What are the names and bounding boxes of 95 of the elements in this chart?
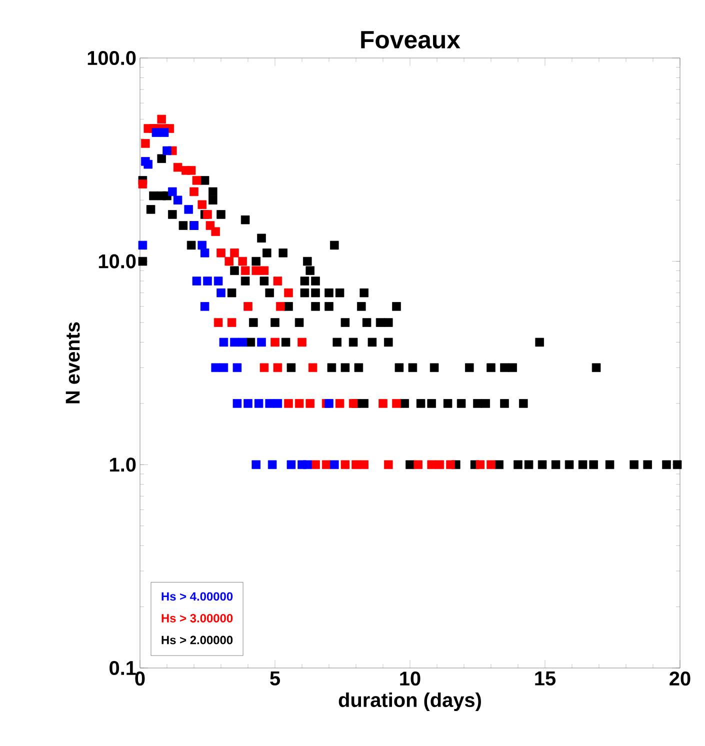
point [219, 338, 228, 347]
point [435, 460, 444, 470]
point [157, 114, 166, 124]
point [141, 139, 150, 148]
point [232, 363, 242, 372]
point [446, 460, 455, 470]
point [270, 338, 280, 347]
point [348, 399, 358, 408]
chart-title: Foveaux [361, 31, 460, 48]
point [273, 276, 282, 286]
point [200, 302, 210, 311]
point [186, 166, 196, 175]
point [238, 256, 247, 266]
point [260, 266, 269, 276]
point [340, 460, 350, 470]
y-tick-label: 0.1 [110, 660, 136, 676]
point [138, 180, 148, 188]
point [284, 399, 293, 408]
x-axis-title: duration (days) [338, 692, 481, 712]
point [227, 318, 236, 327]
point [244, 302, 252, 311]
y-tick-label: 10.0 [98, 254, 136, 268]
x-tick-label: 15 [535, 672, 556, 686]
point [252, 460, 260, 470]
point [384, 460, 393, 470]
point [265, 399, 274, 408]
point [203, 276, 212, 286]
point [352, 460, 360, 470]
point [298, 338, 306, 347]
point [260, 363, 269, 372]
point [273, 399, 282, 408]
x-tick-label: 10 [400, 672, 420, 686]
point [138, 240, 148, 250]
point [254, 399, 264, 408]
y-axis-title: N events [66, 322, 80, 404]
point [303, 460, 312, 470]
point [211, 363, 220, 372]
point [378, 399, 388, 408]
point [276, 302, 285, 311]
point [486, 460, 496, 470]
text: Hs > 4.00000 [162, 592, 233, 601]
point [238, 338, 247, 347]
point [311, 460, 320, 470]
point [230, 338, 239, 347]
point [203, 210, 212, 219]
point [322, 460, 331, 470]
point [173, 196, 182, 205]
point [252, 266, 260, 276]
point [230, 248, 239, 258]
point [219, 363, 228, 372]
point [200, 248, 210, 258]
point [160, 128, 169, 137]
point [414, 460, 422, 470]
y-tick-label: 100.0 [88, 50, 136, 66]
point [392, 399, 401, 408]
point [144, 160, 152, 169]
point [211, 227, 220, 236]
point [244, 399, 252, 408]
point [216, 248, 226, 258]
point [192, 176, 202, 185]
point [198, 240, 206, 250]
text: Hs > 2.00000 [162, 636, 233, 644]
point [216, 288, 226, 298]
point [198, 200, 206, 210]
point [224, 256, 234, 266]
point [190, 187, 198, 196]
point [294, 399, 304, 408]
point [360, 460, 368, 470]
x-tick-label: 20 [670, 672, 690, 686]
text: Hs > 3.00000 [162, 614, 233, 622]
y-tick-label: 1.0 [110, 458, 136, 472]
point [284, 288, 293, 298]
point [184, 205, 193, 214]
point [335, 399, 344, 408]
point [240, 266, 250, 276]
x-tick-label: 0 [135, 672, 145, 686]
point [257, 338, 266, 347]
point [168, 187, 177, 196]
point [476, 460, 485, 470]
x-tick-label: 5 [270, 672, 280, 686]
point [324, 399, 334, 408]
point [330, 460, 339, 470]
point [214, 276, 223, 286]
point [192, 276, 202, 286]
point [286, 460, 296, 470]
point [232, 399, 242, 408]
point [306, 399, 314, 408]
point [273, 363, 282, 372]
point [173, 162, 182, 172]
point [152, 128, 161, 137]
point [268, 460, 277, 470]
point [162, 146, 172, 156]
point [308, 363, 318, 372]
point [427, 460, 436, 470]
point [214, 318, 223, 327]
